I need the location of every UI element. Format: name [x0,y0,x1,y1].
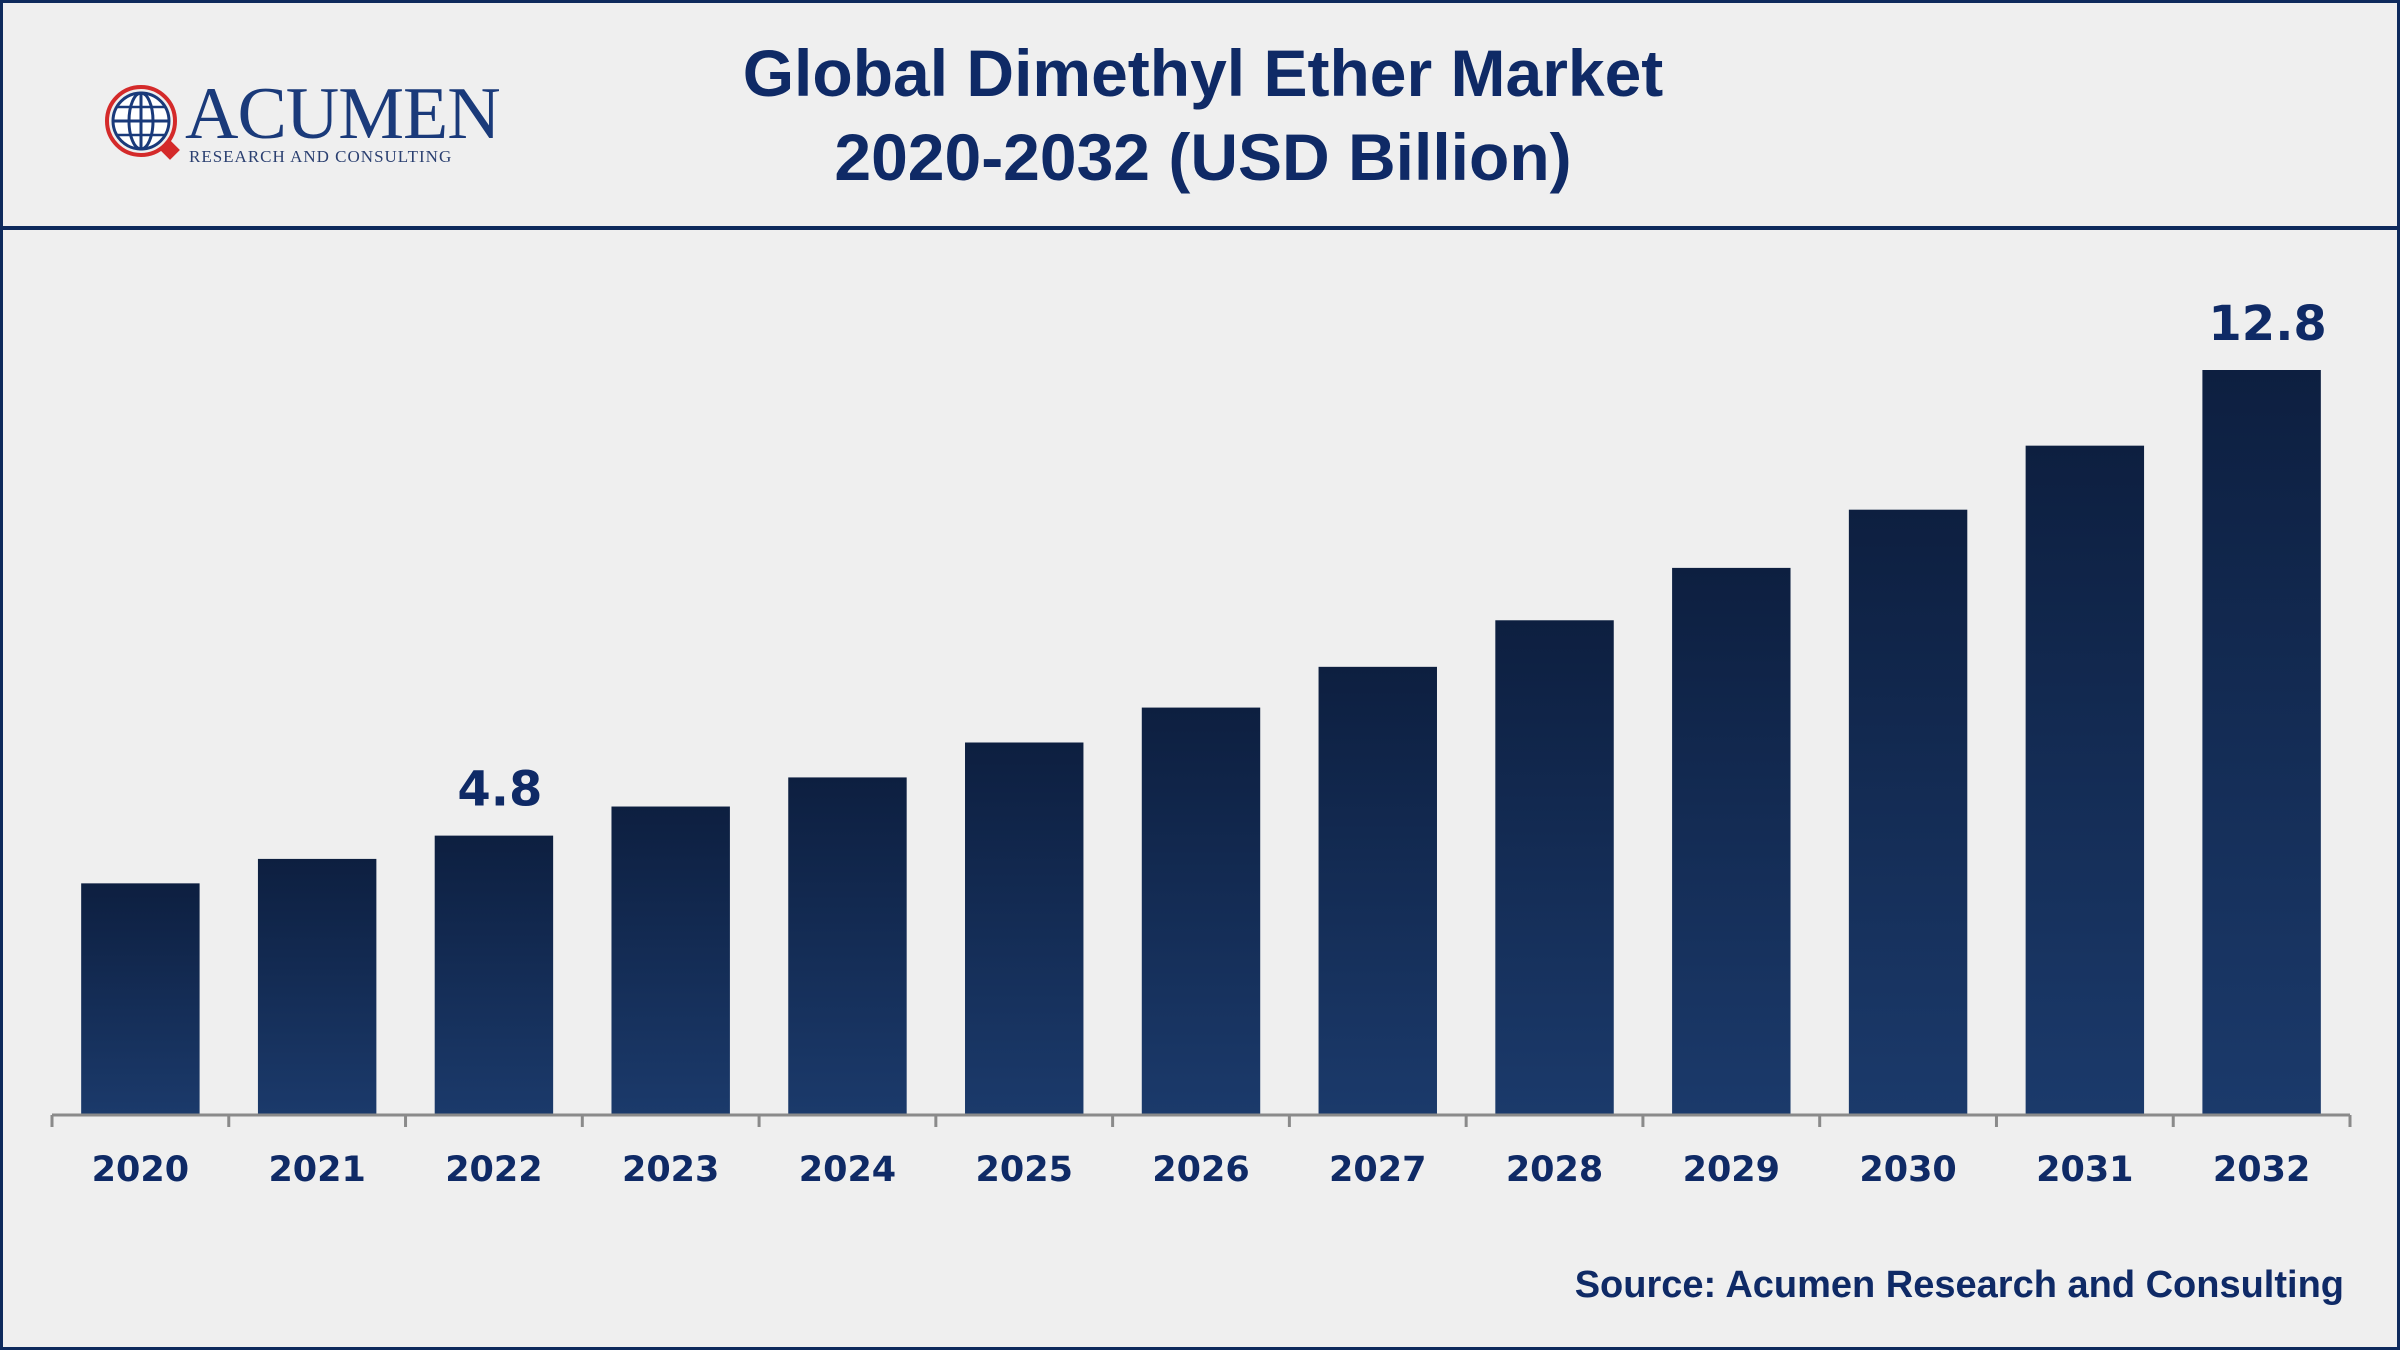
bar-series [81,370,2321,1115]
chart-title-line-1: Global Dimethyl Ether Market [742,36,1664,110]
bar-2030 [1848,509,1968,1115]
x-tick-label-2032: 2032 [2213,1150,2310,1190]
x-tick-label-2031: 2031 [2036,1150,2133,1190]
data-label-2032: 12.8 [2208,296,2326,352]
bar-2023 [611,806,730,1115]
data-label-2022: 4.8 [457,762,542,818]
header: ACUMEN RESEARCH AND CONSULTING Global Di… [3,3,2397,226]
chart-title: Global Dimethyl Ether Market 2020-2032 (… [403,31,2003,199]
x-tick-label-2026: 2026 [1152,1150,1249,1190]
x-tick-label-2028: 2028 [1506,1150,1603,1190]
bar-2027 [1318,666,1437,1115]
bar-2029 [1672,567,1791,1115]
logo-wordmark: ACUMEN [185,73,501,155]
x-tick-label-2022: 2022 [445,1150,542,1190]
x-tick-label-2020: 2020 [92,1150,189,1190]
bar-2028 [1495,620,1614,1115]
bar-2022 [434,835,554,1115]
bar-2031 [2025,445,2145,1115]
logo-tagline: RESEARCH AND CONSULTING [189,147,453,166]
x-tick-label-2027: 2027 [1329,1150,1426,1190]
x-tick-label-2021: 2021 [268,1150,365,1190]
source-note: Source: Acumen Research and Consulting [1574,1264,2344,1306]
x-tick-label-2023: 2023 [622,1150,719,1190]
data-labels: 4.8 12.8 [457,296,2326,818]
company-logo: ACUMEN RESEARCH AND CONSULTING [101,75,501,175]
x-axis-tick-labels: 2020 2021 2022 2023 2024 2025 2026 2027 2028 2029… [92,1150,2311,1190]
chart-title-line-2: 2020-2032 (USD Billion) [834,120,1572,194]
bar-2025 [965,742,1084,1115]
bar-2024 [788,777,907,1115]
x-axis [50,1113,2352,1127]
bar-2021 [257,858,377,1115]
header-divider [3,226,2397,230]
x-tick-label-2029: 2029 [1683,1150,1780,1190]
x-tick-label-2025: 2025 [976,1150,1073,1190]
bar-2026 [1141,707,1261,1115]
x-tick-label-2024: 2024 [799,1150,896,1190]
bar-2032 [2202,370,2321,1115]
bar-2020 [81,883,200,1115]
globe-icon [105,85,180,160]
x-tick-label-2030: 2030 [1859,1150,1956,1190]
